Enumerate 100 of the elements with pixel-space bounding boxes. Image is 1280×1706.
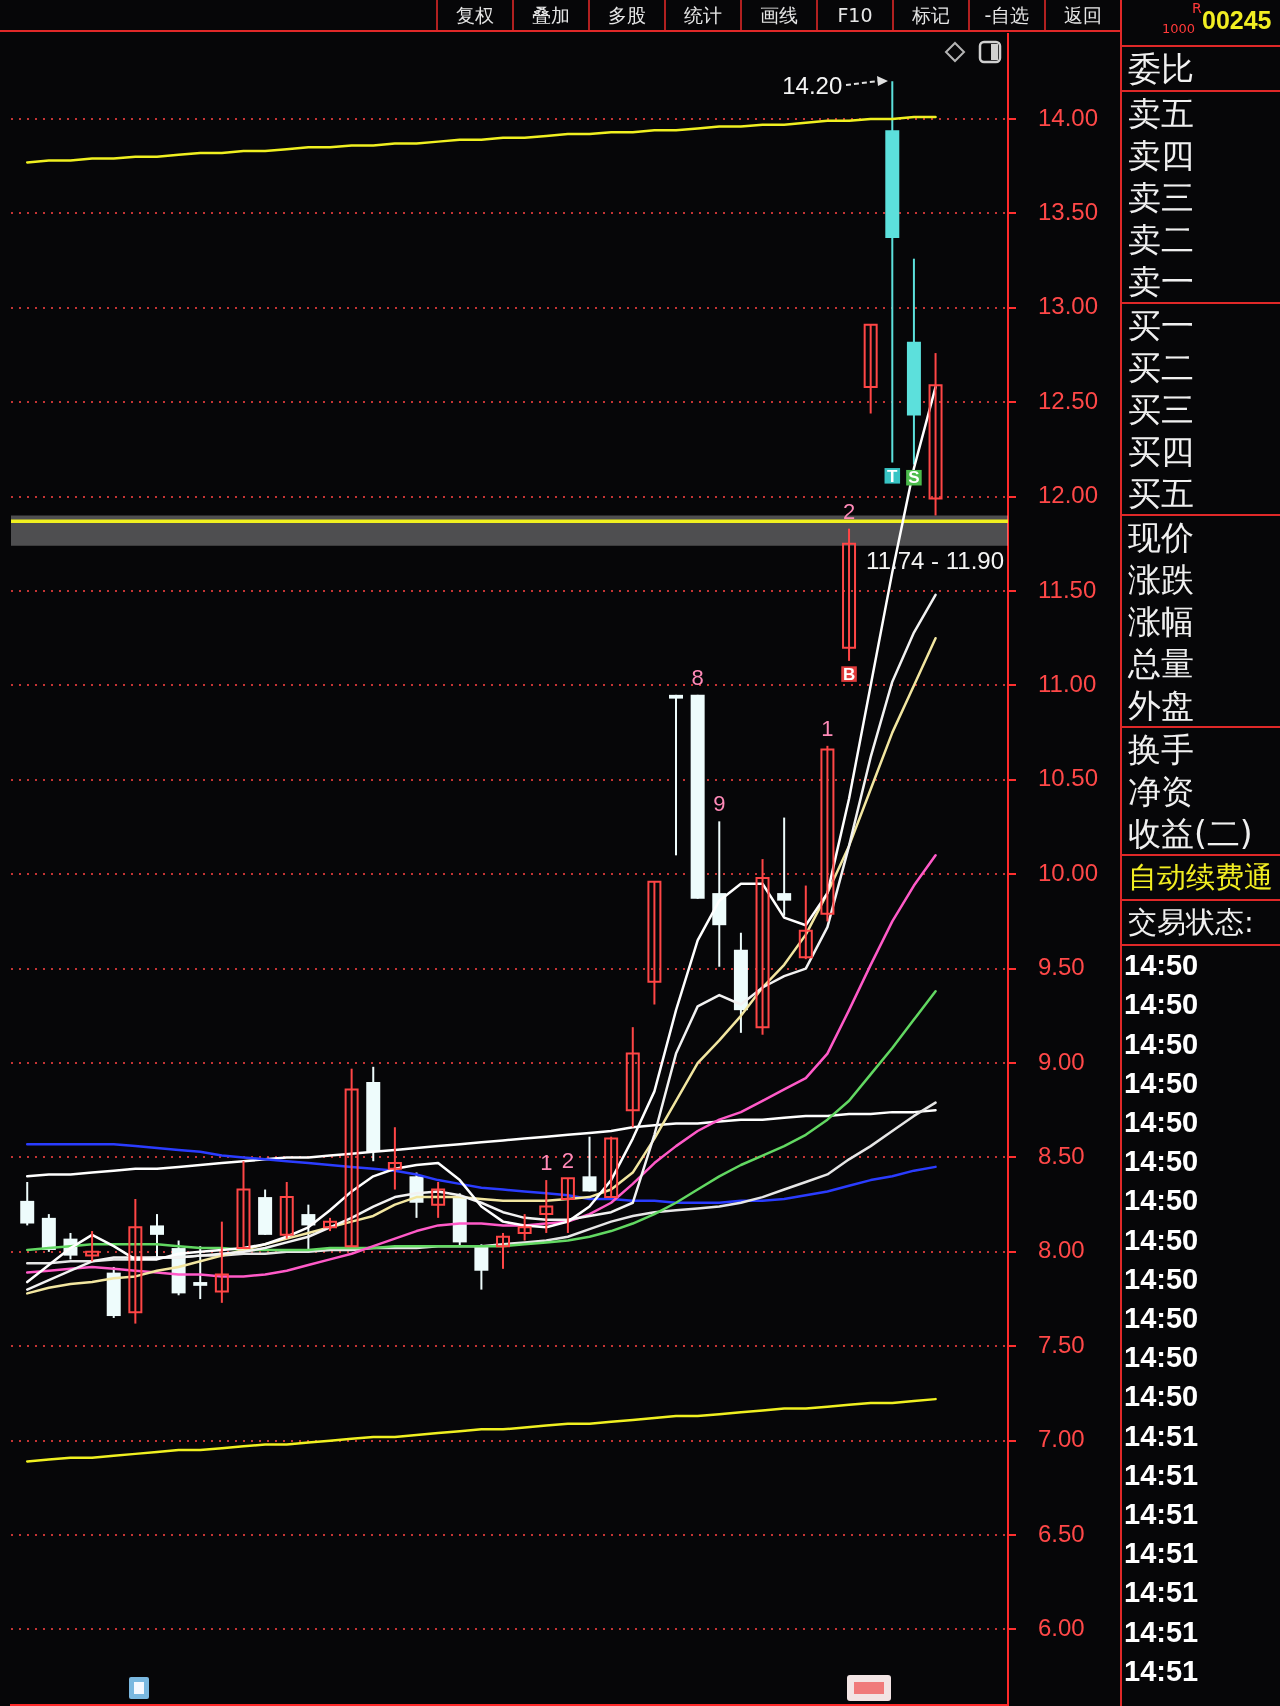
y-tick-label: 14.00 [1038,103,1099,131]
y-tick-label: 6.00 [1038,1614,1085,1642]
text: 14:50 [1124,988,1199,1021]
text: 14:50 [1124,1380,1199,1413]
text: 复权 [456,3,494,26]
text: 涨跌 [1128,559,1194,599]
text: 统计 [684,3,722,26]
y-tick-label: 11.00 [1038,670,1097,698]
text: 净资 [1128,771,1194,811]
text: 涨幅 [1128,601,1194,641]
candlestick [236,1160,251,1250]
y-tick-label: 12.00 [1038,481,1099,509]
y-tick-label: 8.50 [1038,1142,1085,1170]
text: 14:51 [1124,1576,1199,1609]
text: 14:51 [1124,1419,1199,1452]
candlestick [387,1126,402,1191]
candlestick [128,1197,143,1325]
candlestick [214,1220,229,1304]
y-tick-label: 12.50 [1038,386,1099,414]
text: 9 [713,791,726,817]
y-tick-label: 11.50 [1038,575,1097,603]
text: 2 [842,498,856,524]
text: 卖四 [1128,135,1194,175]
text: 总量 [1128,643,1194,683]
text: 多股 [608,3,646,26]
y-tick-label: 13.00 [1038,292,1099,320]
candlestick [798,884,813,961]
text: -自选 [984,3,1030,26]
y-tick-label: 13.50 [1038,198,1099,225]
data-label: S [908,468,920,488]
text: 1000 [1162,21,1196,36]
text: 14:50 [1124,1341,1199,1374]
candlestick [842,527,857,662]
data-label: B [842,664,856,684]
text: 8 [691,664,704,690]
text: 换手 [1128,729,1194,769]
candlestick [149,1213,164,1259]
text: 卖一 [1128,261,1194,301]
text: 买一 [1128,305,1194,345]
text: 卖三 [1128,177,1194,217]
text: 1 [540,1150,553,1176]
text: 14:51 [1124,1654,1199,1687]
candlestick [604,1135,619,1199]
text: 卖五 [1128,93,1194,133]
text: 14:51 [1124,1458,1199,1491]
text: 画线 [760,3,798,26]
candlestick [344,1067,359,1248]
y-tick-label: 10.50 [1038,764,1099,792]
candlestick [625,1026,640,1129]
text: 自动续费通 [1128,860,1273,894]
text: 返回 [1064,3,1102,26]
text: R [1192,0,1202,16]
y-tick-label: 9.00 [1038,1047,1085,1075]
text: 外盘 [1128,685,1194,725]
candlestick [755,858,770,1036]
y-tick-label: 7.00 [1038,1425,1085,1453]
candlestick [820,744,835,923]
data-label: T [887,466,899,486]
text: 买三 [1128,389,1194,429]
candlestick [85,1230,100,1263]
y-tick-label: 8.00 [1038,1236,1085,1264]
text: 收益(二) [1128,813,1253,853]
text: 14:51 [1124,1497,1199,1530]
text: 标记 [912,3,950,26]
text: 14:50 [1124,1301,1199,1334]
text: 14:50 [1124,1262,1199,1295]
y-tick-label: 7.50 [1038,1330,1085,1358]
text: 14:50 [1124,1105,1199,1138]
text: 14:50 [1124,1066,1199,1099]
candlestick [431,1180,446,1219]
text: 买二 [1128,347,1194,387]
text: 14:51 [1124,1537,1199,1570]
text: F10 [837,3,873,26]
candlestick [517,1213,532,1242]
candlestick [647,880,662,1006]
annotation: 14.20 [782,71,843,99]
candlestick [863,323,878,415]
candlestick [582,1135,597,1193]
y-tick-label: 10.00 [1038,858,1099,886]
text: 14:51 [1124,1615,1199,1648]
candlestick [928,352,943,517]
y-tick-label: 9.50 [1038,953,1085,981]
text: 14:50 [1124,1223,1199,1256]
candlestick [560,1177,575,1234]
text: 14:50 [1124,1027,1199,1060]
text: 14:50 [1124,1145,1199,1178]
text: 1 [821,715,834,741]
candlestick [20,1180,35,1227]
text: 交易状态: [1128,905,1254,939]
text: 买四 [1128,431,1194,471]
text: 14:50 [1124,949,1199,982]
candlestick [669,693,684,857]
candlestick [279,1180,294,1240]
candlestick [777,816,792,917]
candlestick [496,1231,511,1270]
text: 卖二 [1128,219,1194,259]
text: 2 [561,1148,575,1174]
y-tick-label: 6.50 [1038,1519,1085,1547]
candlestick [539,1179,554,1234]
text: 买五 [1128,473,1194,513]
